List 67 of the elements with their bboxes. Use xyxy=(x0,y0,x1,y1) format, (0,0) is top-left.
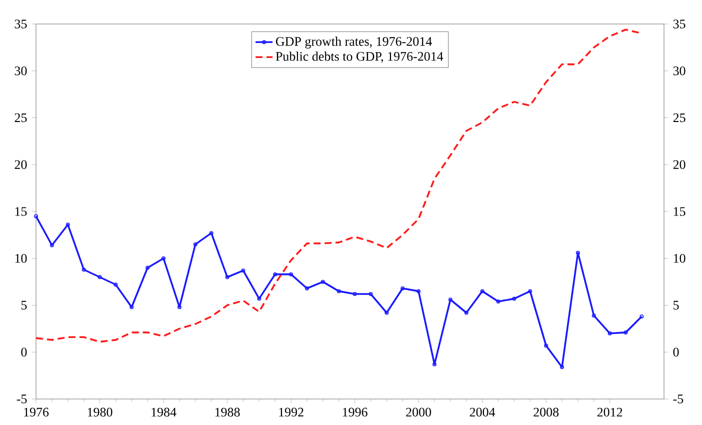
y2-tick-label: 25 xyxy=(673,113,686,122)
x-tick-label: 1976 xyxy=(24,408,49,417)
point xyxy=(114,282,118,287)
y2-tick-label: 10 xyxy=(674,254,686,263)
y2-tick-label: 15 xyxy=(674,207,686,216)
x-tick-label: 1984 xyxy=(152,408,176,417)
point xyxy=(336,289,341,294)
point xyxy=(304,286,309,290)
point xyxy=(544,344,548,348)
x-tick-label: 1980 xyxy=(88,408,112,417)
point xyxy=(432,362,436,366)
point xyxy=(50,243,54,248)
point xyxy=(368,292,373,296)
x-tick-label: 2008 xyxy=(534,408,559,417)
point xyxy=(592,314,596,318)
y2-tick-label: 35 xyxy=(673,20,686,28)
y-tick-label: 20 xyxy=(14,160,27,170)
point xyxy=(257,296,262,301)
point xyxy=(225,275,230,280)
x-tick-label: 1992 xyxy=(279,408,304,417)
x-tick-label: 2000 xyxy=(406,408,432,417)
y-tick-label: 10 xyxy=(15,254,27,263)
point xyxy=(576,250,580,255)
y-tick-label: 35 xyxy=(14,20,27,28)
point xyxy=(98,275,102,280)
point xyxy=(241,268,246,273)
point xyxy=(608,331,612,336)
point xyxy=(193,242,198,246)
point xyxy=(82,268,86,272)
y2-tick-label: 20 xyxy=(673,160,686,170)
point xyxy=(496,300,500,304)
y-tick-label: -5 xyxy=(16,394,27,404)
point xyxy=(512,296,516,301)
y2-tick-label: -5 xyxy=(673,394,684,404)
point xyxy=(464,310,468,315)
point xyxy=(273,272,278,276)
y-tick-label: 30 xyxy=(14,66,27,76)
point xyxy=(289,272,294,276)
point xyxy=(352,292,357,296)
point xyxy=(528,289,532,294)
point xyxy=(448,298,452,302)
legend-label: Public debts to GDP, 1976-2014 xyxy=(276,52,444,63)
point xyxy=(66,222,70,227)
point xyxy=(209,231,214,236)
point xyxy=(416,289,421,294)
y-tick-label: 0 xyxy=(21,348,27,357)
point xyxy=(320,280,325,284)
point xyxy=(624,330,628,334)
x-tick-label: 1996 xyxy=(342,408,368,417)
y-tick-label: 5 xyxy=(21,300,27,310)
point xyxy=(130,305,134,310)
legend-label: GDP growth rates, 1976-2014 xyxy=(276,36,432,49)
point xyxy=(384,310,389,315)
point xyxy=(162,256,166,260)
x-tick-label: 2012 xyxy=(597,408,622,417)
x-tick-label: 2004 xyxy=(470,408,496,417)
y-tick-label: 15 xyxy=(15,207,27,216)
y2-tick-label: 5 xyxy=(674,300,679,310)
y-tick-label: 25 xyxy=(14,113,27,122)
x-tick-label: 1988 xyxy=(215,408,240,417)
y2-tick-label: 0 xyxy=(673,348,679,357)
point xyxy=(560,365,564,370)
y2-tick-label: 30 xyxy=(673,66,686,76)
point xyxy=(177,305,182,310)
point xyxy=(480,289,484,294)
point xyxy=(400,286,405,290)
point xyxy=(146,266,150,270)
